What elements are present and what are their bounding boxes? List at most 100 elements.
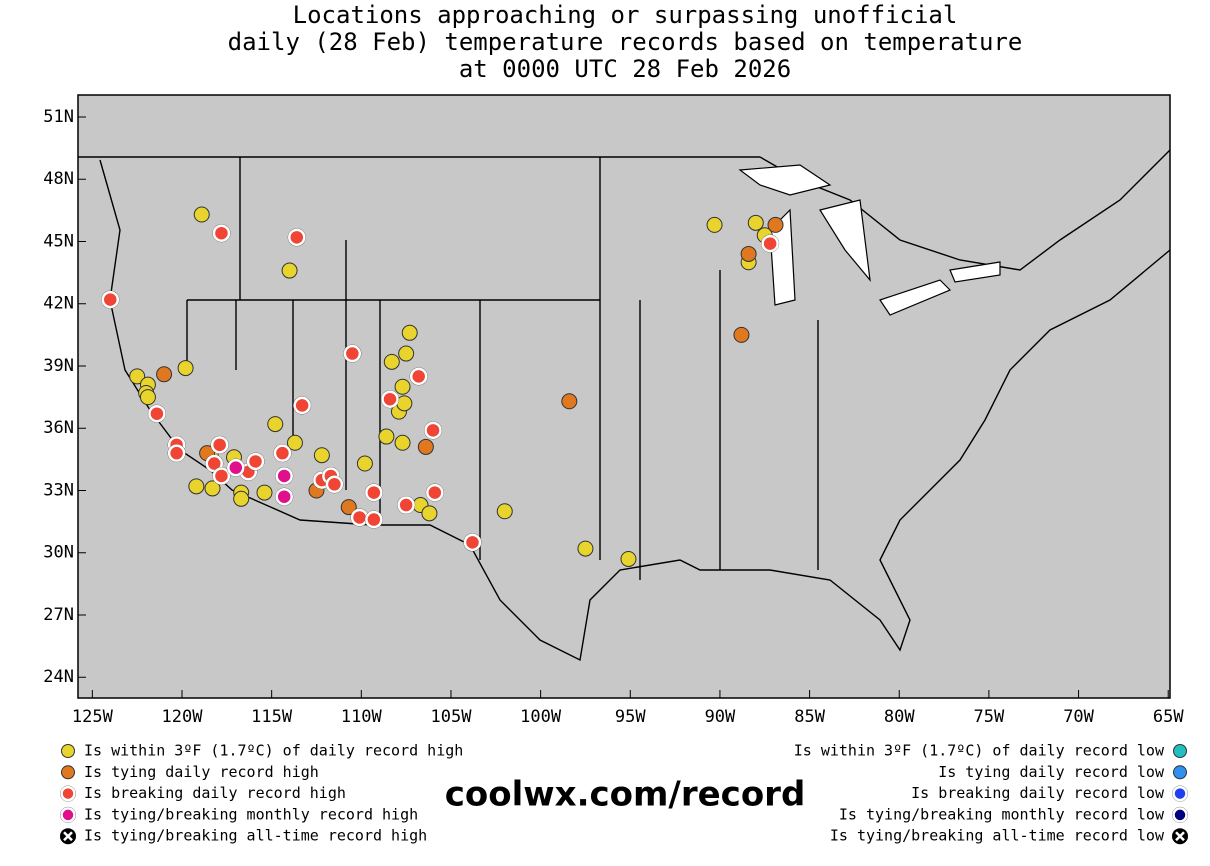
- legend-label: Is tying/breaking all-time record high: [84, 827, 427, 845]
- station-point: [383, 353, 400, 370]
- station-point: [396, 395, 413, 412]
- station-point: [424, 421, 442, 440]
- title-line: Locations approaching or surpassing unof…: [293, 1, 958, 29]
- station-point: [356, 455, 373, 472]
- legend-marker: [1172, 807, 1188, 823]
- station-point: [350, 508, 369, 527]
- station-point: [286, 434, 303, 451]
- y-tick-label: 42N: [43, 294, 74, 314]
- y-tick-label: 45N: [43, 231, 74, 251]
- x-tick-label: 105W: [430, 707, 472, 727]
- station-point: [167, 444, 186, 462]
- y-tick-label: 48N: [43, 169, 74, 189]
- station-point: [417, 438, 434, 455]
- legend-label: Is tying daily record high: [84, 763, 319, 781]
- title-line: at 0000 UTC 28 Feb 2026: [459, 55, 791, 83]
- station-point: [620, 550, 637, 567]
- station-point: [421, 505, 438, 522]
- station-point: [246, 452, 265, 471]
- legend-marker: [1173, 765, 1187, 780]
- station-point: [398, 345, 415, 362]
- station-point: [288, 228, 306, 247]
- x-tick-label: 65W: [1153, 707, 1184, 727]
- station-point: [281, 262, 298, 279]
- x-tick-label: 80W: [884, 707, 915, 727]
- station-point: [293, 396, 311, 415]
- legend-marker: [1172, 785, 1188, 802]
- watermark: coolwx.com/record: [445, 775, 806, 815]
- station-point: [365, 510, 383, 529]
- legend-marker: [61, 765, 75, 780]
- station-point: [275, 487, 293, 506]
- x-tick-label: 95W: [615, 707, 646, 727]
- legend-label: Is within 3ºF (1.7ºC) of daily record lo…: [794, 742, 1165, 760]
- legend-label: Is breaking daily record high: [84, 784, 346, 802]
- station-point: [193, 206, 210, 223]
- station-point: [212, 467, 231, 485]
- x-tick-label: 120W: [162, 707, 204, 727]
- x-tick-label: 85W: [794, 707, 825, 727]
- station-point: [129, 368, 146, 385]
- x-tick-label: 90W: [705, 707, 736, 727]
- station-point: [706, 216, 723, 233]
- station-point: [227, 458, 245, 477]
- legend-label: Is tying daily record low: [938, 763, 1165, 781]
- legend-marker: [61, 744, 75, 758]
- station-point: [204, 480, 221, 497]
- legend-label: Is breaking daily record low: [911, 784, 1165, 802]
- legend-x: [63, 831, 73, 842]
- station-point: [233, 490, 250, 507]
- station-point: [267, 416, 284, 433]
- x-tick-label: 75W: [974, 707, 1005, 727]
- station-point: [561, 393, 578, 410]
- station-point: [767, 216, 784, 233]
- x-tick-label: 115W: [251, 707, 293, 727]
- y-tick-label: 33N: [43, 480, 74, 500]
- station-point: [496, 503, 513, 520]
- legend-label: Is tying/breaking monthly record high: [84, 805, 418, 823]
- station-point: [365, 483, 383, 502]
- station-point: [577, 540, 594, 557]
- station-point: [156, 366, 173, 383]
- station-point: [275, 467, 293, 485]
- title-line: daily (28 Feb) temperature records based…: [228, 28, 1023, 56]
- y-tick-label: 24N: [43, 667, 74, 687]
- station-point: [733, 326, 750, 343]
- station-point: [463, 533, 482, 552]
- legend-marker: [1173, 744, 1187, 758]
- y-tick-label: 51N: [43, 107, 74, 127]
- station-point: [761, 234, 779, 253]
- x-tick-label: 125W: [72, 707, 114, 727]
- x-tick-label: 70W: [1063, 707, 1094, 727]
- station-point: [378, 428, 395, 445]
- station-point: [101, 290, 120, 309]
- map-frame: [77, 94, 1171, 699]
- station-point: [394, 434, 411, 451]
- station-point: [210, 436, 229, 454]
- y-tick-label: 30N: [43, 543, 74, 563]
- station-point: [426, 483, 444, 502]
- legend-label: Is tying/breaking all-time record low: [830, 827, 1165, 845]
- station-point: [188, 478, 205, 495]
- legend-marker: [60, 785, 76, 802]
- station-point: [740, 245, 757, 262]
- great-lakes: [738, 164, 1001, 316]
- station-point: [747, 214, 764, 231]
- x-tick-label: 100W: [520, 707, 562, 727]
- station-point: [343, 344, 362, 363]
- station-point: [397, 496, 415, 514]
- station-point: [340, 499, 357, 516]
- station-point: [325, 475, 344, 494]
- y-tick-label: 39N: [43, 356, 74, 376]
- x-tick-label: 110W: [341, 707, 383, 727]
- station-point: [273, 444, 292, 462]
- y-tick-label: 27N: [43, 605, 74, 625]
- legend-label: Is tying/breaking monthly record low: [839, 805, 1165, 823]
- station-point: [256, 484, 273, 501]
- station-point: [148, 404, 166, 423]
- station-point: [409, 367, 428, 386]
- y-tick-label: 36N: [43, 418, 74, 438]
- station-point: [381, 390, 399, 408]
- station-point: [212, 224, 231, 242]
- station-point: [394, 378, 411, 395]
